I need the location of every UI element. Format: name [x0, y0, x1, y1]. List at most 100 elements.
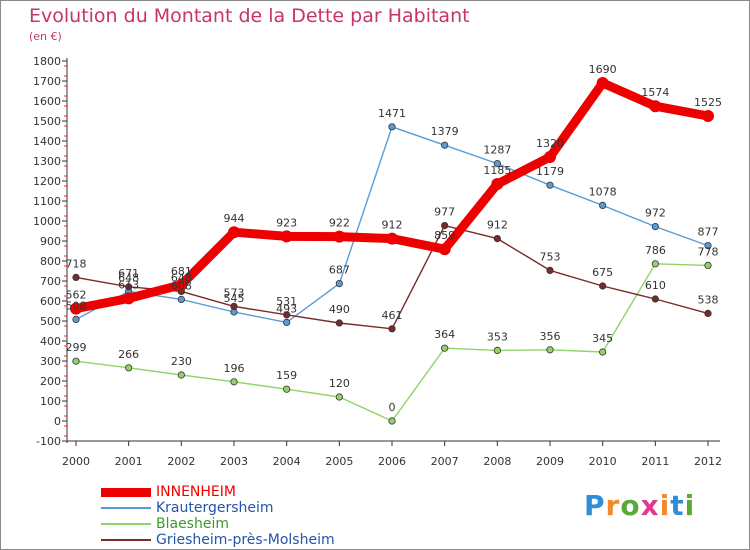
- data-label: 120: [329, 377, 350, 390]
- data-label: 923: [276, 216, 297, 229]
- data-point: [441, 344, 449, 352]
- data-label: 1574: [641, 86, 669, 99]
- data-label: 1471: [378, 107, 406, 120]
- data-point: [704, 242, 712, 250]
- data-label: 671: [118, 267, 139, 280]
- data-label: 493: [276, 302, 297, 315]
- data-point: [599, 348, 607, 356]
- data-point: [125, 364, 133, 372]
- legend-item: Blaesheim: [101, 516, 381, 532]
- data-point: [651, 223, 659, 231]
- x-tick-label: 2010: [589, 455, 617, 468]
- data-label: 353: [487, 330, 508, 343]
- x-tick-label: 2012: [694, 455, 722, 468]
- legend-label: Krautergersheim: [156, 500, 274, 516]
- y-tick-label: 0: [54, 415, 61, 428]
- data-point: [283, 311, 291, 319]
- data-label: 266: [118, 348, 139, 361]
- y-tick-label: 500: [40, 315, 61, 328]
- legend-swatch: [101, 487, 151, 497]
- data-point: [175, 278, 188, 291]
- data-point: [596, 77, 609, 89]
- data-point: [335, 279, 343, 288]
- legend-item: Krautergersheim: [101, 500, 381, 516]
- data-point: [651, 260, 659, 268]
- x-tick-label: 2006: [378, 455, 406, 468]
- x-tick-label: 2001: [115, 455, 143, 468]
- y-tick-label: 1700: [33, 75, 61, 88]
- logo-letter: i: [684, 489, 696, 522]
- data-point: [230, 378, 238, 386]
- data-label: 859: [434, 229, 455, 242]
- x-tick-label: 2005: [325, 455, 353, 468]
- y-tick-label: 1600: [33, 95, 61, 108]
- data-point: [177, 295, 185, 303]
- data-point: [280, 230, 293, 243]
- logo-letter: o: [620, 489, 641, 522]
- data-point: [283, 318, 291, 326]
- data-point: [491, 178, 504, 190]
- x-tick-label: 2004: [273, 455, 301, 468]
- data-label: 1320: [536, 137, 564, 150]
- legend: INNENHEIM Krautergersheim Blaesheim Grieshe…: [101, 484, 381, 548]
- legend-label: INNENHEIM: [156, 484, 236, 500]
- data-label: 675: [592, 266, 613, 279]
- data-label: 1525: [694, 96, 722, 109]
- data-point: [546, 181, 554, 189]
- y-tick-label: 1000: [33, 215, 61, 228]
- x-tick-label: 2011: [641, 455, 669, 468]
- legend-swatch: [101, 539, 151, 541]
- logo-letter: x: [640, 489, 660, 522]
- data-point: [704, 309, 712, 317]
- x-tick-label: 2009: [536, 455, 564, 468]
- chart-title: Evolution du Montant de la Dette par Hab…: [29, 5, 470, 27]
- data-label: 977: [434, 206, 455, 219]
- y-tick-label: 1800: [33, 55, 61, 68]
- x-tick-label: 2002: [167, 455, 195, 468]
- legend-swatch: [101, 523, 151, 525]
- x-tick-label: 2000: [62, 455, 90, 468]
- data-label: 648: [171, 271, 192, 284]
- data-point: [438, 243, 451, 256]
- legend-item: Griesheim-près-Molsheim: [101, 532, 381, 548]
- data-point: [599, 282, 607, 290]
- data-point: [386, 232, 398, 245]
- data-point: [651, 295, 659, 303]
- proxiti-logo: Proxiti: [584, 489, 695, 522]
- data-label: 1287: [483, 144, 511, 157]
- data-label: 786: [645, 244, 666, 257]
- data-label: 508: [66, 299, 87, 312]
- data-point: [599, 201, 607, 209]
- data-label: 159: [276, 369, 297, 382]
- data-label: 608: [171, 279, 192, 292]
- data-label: 681: [171, 265, 192, 278]
- data-label: 230: [171, 355, 192, 368]
- logo-letter: P: [584, 489, 606, 522]
- data-point: [388, 325, 396, 333]
- data-label: 356: [540, 330, 561, 343]
- y-tick-label: 1300: [33, 155, 61, 168]
- data-point: [546, 266, 554, 274]
- y-tick-label: 300: [40, 355, 61, 368]
- x-tick-label: 2008: [483, 455, 511, 468]
- data-label: 912: [382, 219, 403, 232]
- legend-label: Blaesheim: [156, 516, 229, 532]
- data-point: [493, 235, 501, 243]
- data-point: [441, 141, 449, 149]
- data-label: 1185: [483, 164, 511, 177]
- data-label: 562: [66, 289, 87, 302]
- data-label: 345: [592, 332, 613, 345]
- data-label: 1379: [431, 125, 459, 138]
- data-point: [72, 315, 80, 323]
- logo-letter: r: [605, 489, 621, 522]
- y-tick-label: 100: [40, 395, 61, 408]
- legend-item: INNENHEIM: [101, 484, 381, 500]
- data-point: [335, 319, 343, 327]
- data-point: [228, 226, 240, 239]
- data-point: [72, 357, 80, 365]
- y-tick-label: 600: [40, 295, 61, 308]
- data-point: [70, 302, 82, 315]
- data-label: 877: [698, 226, 719, 239]
